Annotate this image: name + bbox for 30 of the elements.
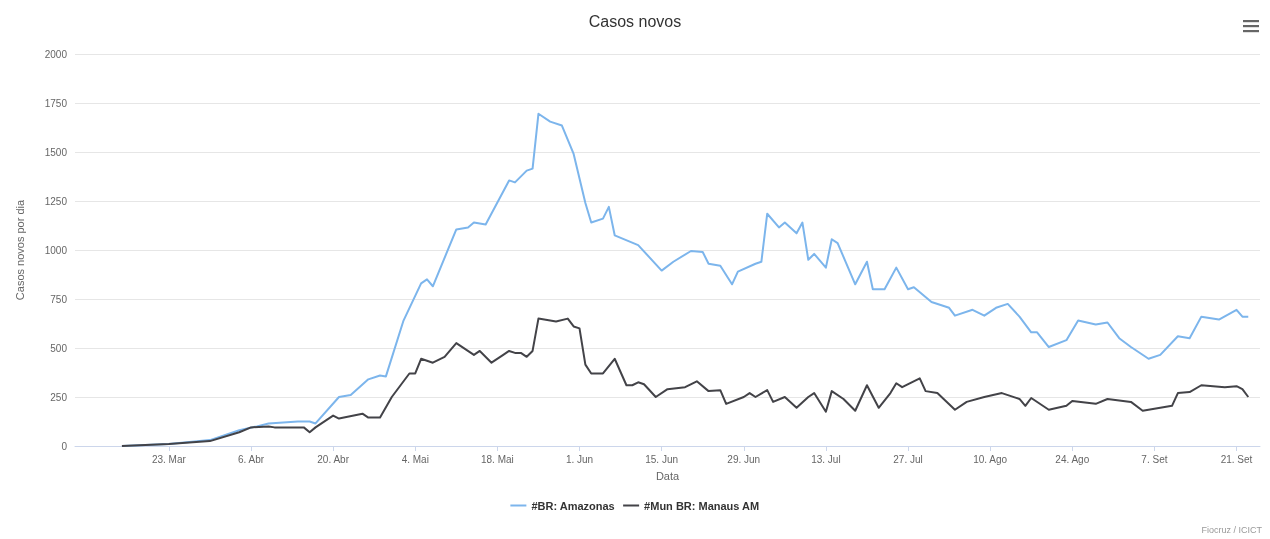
x-tick-label: 21. Set — [1220, 453, 1253, 465]
x-axis-title: Data — [655, 469, 680, 482]
y-tick-label: 250 — [50, 391, 68, 403]
y-tick-label: 2000 — [44, 48, 68, 60]
x-tick-label: 15. Jun — [645, 453, 679, 465]
x-tick-label: 27. Jul — [893, 453, 923, 465]
text: Fiocruz / ICICT — [1201, 525, 1262, 535]
line-series — [120, 317, 1250, 447]
x-tick-label: 10. Ago — [973, 453, 1008, 465]
y-tick-label: 1000 — [44, 244, 68, 256]
x-tick-label: 1. Jun — [565, 453, 594, 465]
legend-label: #Mun BR: Manaus AM — [644, 499, 760, 512]
x-tick-label: 13. Jul — [811, 453, 841, 465]
x-tick-label: 20. Abr — [317, 453, 350, 465]
y-tick-label: 0 — [61, 440, 68, 452]
x-tick-label: 24. Ago — [1055, 453, 1090, 465]
chart-title: Casos novos — [588, 12, 682, 30]
x-tick-label: 6. Abr — [237, 453, 265, 465]
x-tick-label: 18. Mai — [480, 453, 514, 465]
y-axis-title: Casos novos por dia — [13, 198, 26, 301]
y-tick-label: 750 — [50, 293, 68, 305]
x-tick-label: 4. Mai — [401, 453, 429, 465]
x-tick-label: 23. Mar — [151, 453, 187, 465]
y-tick-label: 1500 — [44, 146, 68, 158]
y-tick-label: 1750 — [44, 97, 68, 109]
x-tick-label: 29. Jun — [727, 453, 761, 465]
legend-label: #BR: Amazonas — [531, 499, 615, 512]
y-tick-label: 500 — [50, 342, 68, 354]
y-tick-label: 1250 — [44, 195, 68, 207]
x-tick-label: 7. Set — [1141, 453, 1168, 465]
